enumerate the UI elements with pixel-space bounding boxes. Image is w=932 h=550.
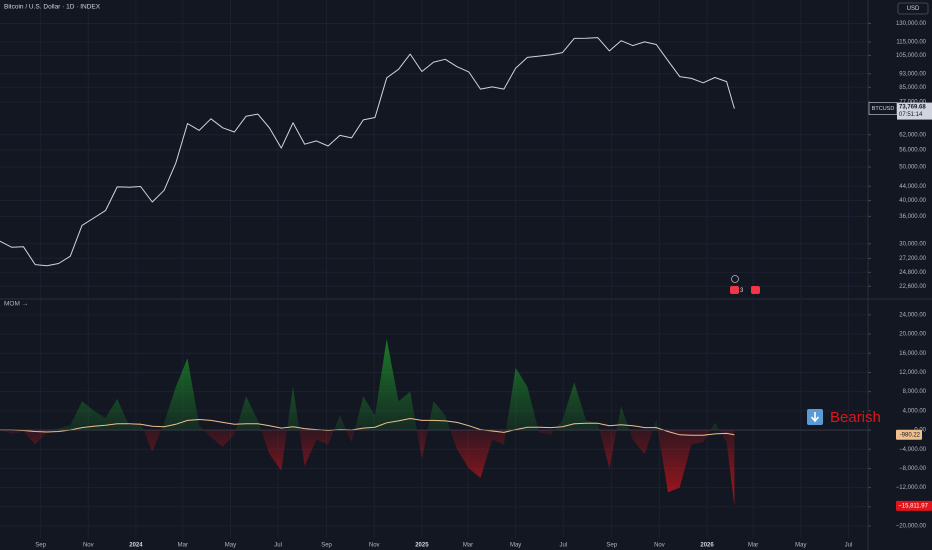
currency-box[interactable] xyxy=(897,2,929,15)
y-tick-label: 22,600.00 xyxy=(899,284,926,290)
y-tick-label: −12,000.00 xyxy=(896,485,927,491)
y-tick-label: 24,800.00 xyxy=(899,270,926,276)
average-value-box xyxy=(896,429,922,440)
x-tick-label: Mar xyxy=(178,543,188,549)
x-tick-label: Sep xyxy=(321,543,332,549)
momentum-average xyxy=(0,417,735,436)
current-value-box xyxy=(896,500,932,511)
y-tick-label: −20,000.00 xyxy=(896,524,927,530)
x-tick-label: May xyxy=(225,543,236,549)
x-tick-label: Jul xyxy=(845,543,853,549)
y-tick-label: 4,000.00 xyxy=(903,408,927,414)
event-badge[interactable]: 3 xyxy=(740,288,744,294)
currency[interactable]: USD xyxy=(907,6,920,12)
x-tick-label: 2024 xyxy=(129,543,143,549)
y-tick-label: −4,000.00 xyxy=(899,447,927,453)
symbol-label: BTCUSD xyxy=(872,106,895,112)
y-tick-label: 105,000.00 xyxy=(896,53,927,59)
y-tick-label: 40,000.00 xyxy=(899,198,926,204)
plot xyxy=(0,37,868,506)
y-tick-label: 36,000.00 xyxy=(899,214,926,220)
y-tick-label: −8,000.00 xyxy=(899,466,927,472)
y-tick-label: 30,000.00 xyxy=(899,241,926,247)
indicator-title[interactable]: MOM → xyxy=(4,301,28,308)
y-tick-label: 56,000.00 xyxy=(899,148,926,154)
y-tick-label: 20,000.00 xyxy=(899,332,926,338)
countdown: 07:51:14 xyxy=(899,112,923,118)
price-line xyxy=(0,37,735,267)
x-tick-label: Nov xyxy=(83,543,94,549)
x-tick-label: Mar xyxy=(463,543,473,549)
y-tick-label: 16,000.00 xyxy=(899,351,926,357)
y-tick-label: 24,000.00 xyxy=(899,312,926,318)
x-tick-label: May xyxy=(795,543,806,549)
event-icon[interactable] xyxy=(730,286,739,294)
x-tick-label: Jul xyxy=(559,543,567,549)
y-tick-label: 130,000.00 xyxy=(896,21,927,27)
annotation: Bearish xyxy=(830,409,881,426)
y-tick-label: 44,000.00 xyxy=(899,184,926,190)
y-tick-label: 27,200.00 xyxy=(899,256,926,262)
momentum-area xyxy=(0,338,735,506)
x-tick-label: 2026 xyxy=(700,543,714,549)
x-tick-label: Sep xyxy=(606,543,617,549)
x-tick-label: Mar xyxy=(748,543,758,549)
y-tick-label: 62,000.00 xyxy=(899,132,926,138)
x-tick-label: Sep xyxy=(35,543,46,549)
y-tick-label: 12,000.00 xyxy=(899,370,926,376)
event-icon[interactable] xyxy=(751,286,760,294)
x-tick-label: May xyxy=(510,543,521,549)
x-tick-label: Nov xyxy=(369,543,380,549)
y-tick-label: 50,000.00 xyxy=(899,165,926,171)
event-icon[interactable] xyxy=(731,275,739,283)
x-tick-label: 2025 xyxy=(415,543,429,549)
y-tick-label: 85,000.00 xyxy=(899,85,926,91)
average-value: -980.22 xyxy=(900,432,921,438)
axis: 130,000.00 115,000.00 105,000.00 93,000.00 8… xyxy=(35,21,932,549)
x-tick-label: Jul xyxy=(274,543,282,549)
current-value: −15,811.97 xyxy=(898,503,928,509)
y-tick-label: 8,000.00 xyxy=(903,389,927,395)
x-tick-label: Nov xyxy=(654,543,665,549)
y-tick-label: 115,000.00 xyxy=(896,39,926,45)
last-price-box xyxy=(897,102,932,120)
last-price: 73,769.68 xyxy=(899,105,926,111)
symbol-title: Bitcoin / U.S. Dollar · 1D · INDEX xyxy=(4,4,101,11)
annotation-arrow xyxy=(810,412,820,423)
y-tick-label: 93,000.00 xyxy=(899,71,926,77)
